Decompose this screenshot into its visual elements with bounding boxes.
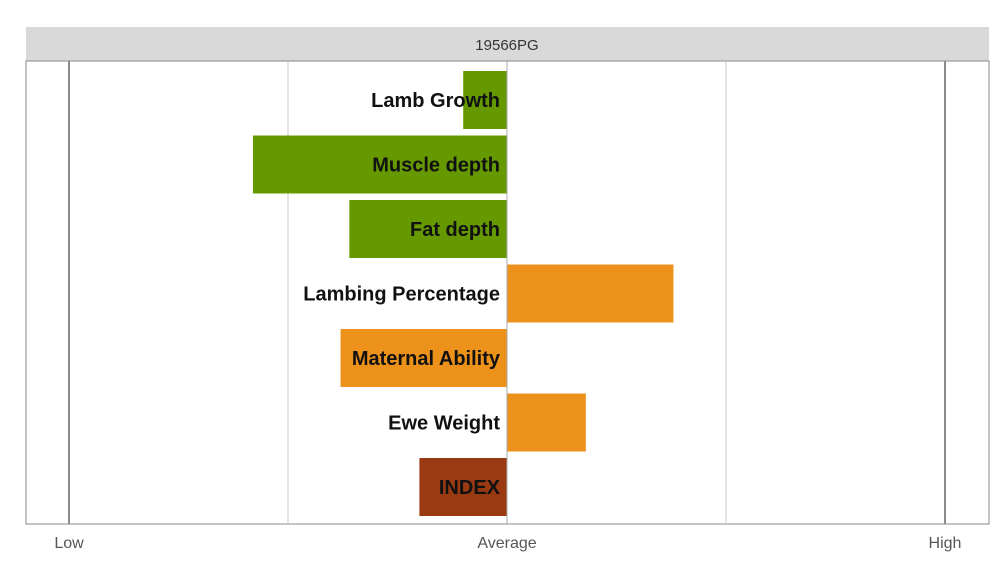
bar-lamb-growth	[463, 71, 507, 129]
bar-fat-depth	[349, 200, 507, 258]
bar-maternal-ability	[340, 329, 507, 387]
bar-label-fat-depth: Fat depth	[410, 219, 500, 241]
bar-index	[419, 458, 507, 516]
bar-label-ewe-weight: Ewe Weight	[388, 413, 500, 435]
bar-lambing-percentage	[507, 264, 674, 323]
x-tick-label: High	[929, 535, 962, 552]
bar-label-muscle-depth: Muscle depth	[372, 155, 500, 177]
bar-layer	[252, 61, 674, 524]
bar-ewe-weight	[507, 393, 586, 452]
bar-label-maternal-ability: Maternal Ability	[352, 348, 501, 370]
tick-layer: Low Average High	[54, 535, 961, 552]
label-layer: Lamb Growth Muscle depth Fat depth Lambing …	[303, 90, 501, 499]
x-tick-label: Low	[54, 535, 84, 552]
title-bar	[26, 27, 989, 61]
chart-title: 19566PG	[475, 37, 538, 54]
x-tick-label: Average	[477, 535, 536, 552]
bar-muscle-depth	[252, 135, 507, 194]
bar-label-index: INDEX	[439, 477, 501, 499]
bar-label-lambing-percentage: Lambing Percentage	[303, 284, 500, 306]
bar-label-lamb-growth: Lamb Growth	[371, 90, 500, 112]
